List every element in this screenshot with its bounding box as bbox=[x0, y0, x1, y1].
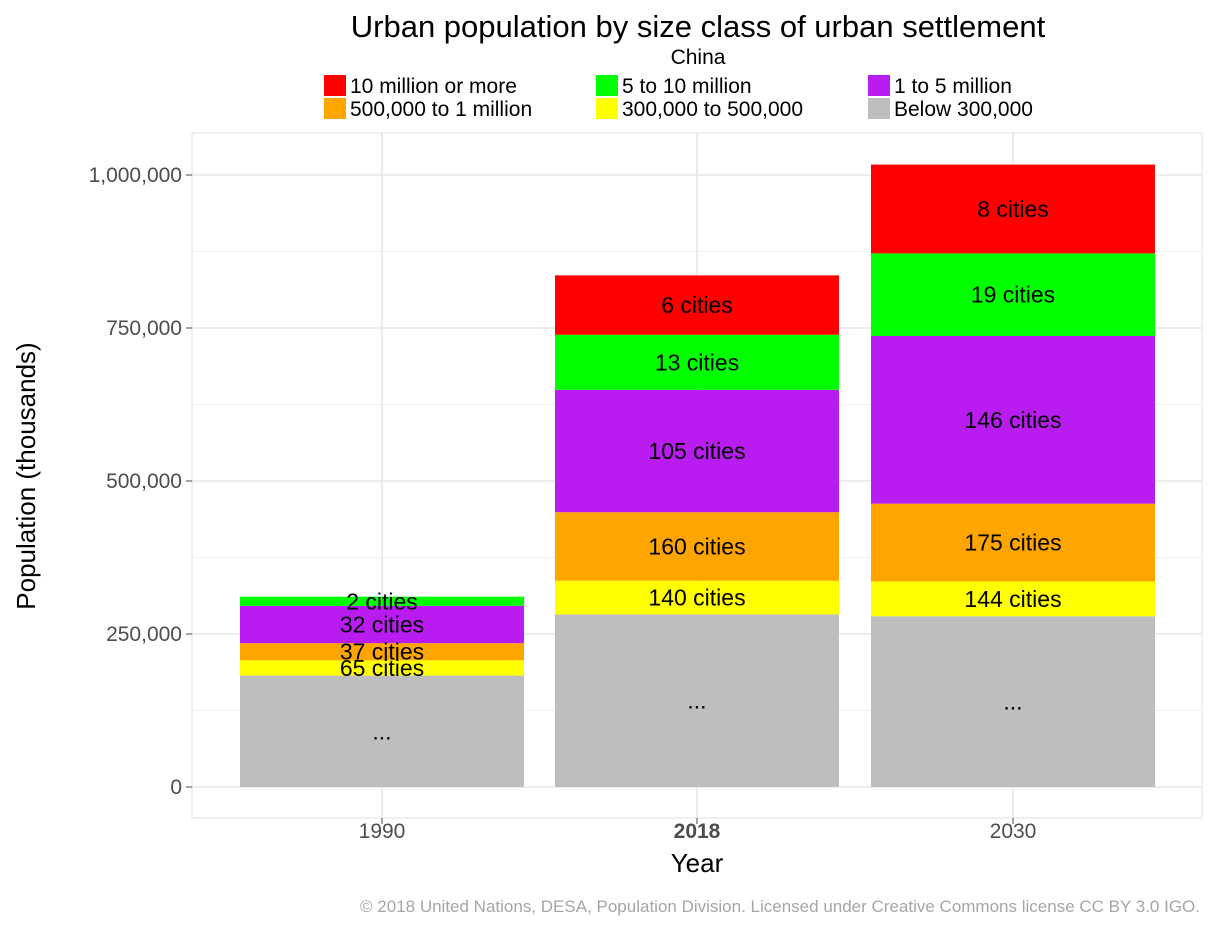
segment-label-1990-300-000-to-500-000: 65 cities bbox=[340, 655, 424, 681]
bar-segment-2018-500-000-to-1-million bbox=[555, 512, 839, 581]
bar-segment-2030-1-to-5-million bbox=[871, 335, 1155, 504]
bar-segment-2018-10-million-or-more bbox=[555, 275, 839, 335]
bar-segment-2030-10-million-or-more bbox=[871, 164, 1155, 254]
bar-segment-1990-500-000-to-1-million bbox=[240, 643, 524, 661]
x-axis: 1990 2018 2030 bbox=[359, 818, 1037, 843]
segment-label-2018-300-000-to-500-000: 140 cities bbox=[648, 585, 745, 611]
segment-label-2030-1-to-5-million: 146 cities bbox=[964, 407, 1061, 433]
legend-item-below-300-000: Below 300,000 bbox=[868, 98, 1033, 121]
y-axis: 0 250,000 500,000 750,000 1,000,000 bbox=[89, 164, 192, 799]
segment-label-2030-500-000-to-1-million: 175 cities bbox=[964, 530, 1061, 556]
y-tick-label: 500,000 bbox=[106, 470, 182, 493]
bar-segment-2018-5-to-10-million bbox=[555, 334, 839, 390]
legend-label: 500,000 to 1 million bbox=[350, 98, 532, 121]
legend-swatch bbox=[596, 75, 618, 96]
bar-segment-2030-5-to-10-million bbox=[871, 253, 1155, 336]
bar-segment-1990-1-to-5-million bbox=[240, 605, 524, 644]
legend: 10 million or more 5 to 10 million 1 to 5 … bbox=[324, 75, 1033, 121]
bar-segment-2030-300-000-to-500-000 bbox=[871, 581, 1155, 617]
y-tick-label: 250,000 bbox=[106, 623, 182, 646]
segment-label-2018-10-million-or-more: 6 cities bbox=[661, 292, 733, 318]
bar-segment-1990-below-300-000 bbox=[240, 675, 524, 787]
x-axis-title: Year bbox=[671, 848, 724, 878]
y-tick-label: 1,000,000 bbox=[89, 164, 182, 187]
segment-label-1990-500-000-to-1-million: 37 cities bbox=[340, 639, 424, 665]
segment-label-1990-below-300-000: ... bbox=[372, 718, 391, 744]
legend-swatch bbox=[324, 75, 346, 96]
segment-label-1990-5-to-10-million: 2 cities bbox=[346, 588, 418, 614]
segment-label-2030-300-000-to-500-000: 144 cities bbox=[964, 586, 1061, 612]
legend-label: 5 to 10 million bbox=[622, 75, 752, 98]
chart-title: Urban population by size class of urban … bbox=[351, 9, 1046, 44]
legend-swatch bbox=[596, 98, 618, 119]
bar-segment-2018-300-000-to-500-000 bbox=[555, 580, 839, 615]
x-tick-label-1990: 1990 bbox=[359, 820, 406, 843]
segment-label-2018-5-to-10-million: 13 cities bbox=[655, 349, 739, 375]
legend-label: Below 300,000 bbox=[894, 98, 1033, 121]
legend-item-500-000-to-1-million: 500,000 to 1 million bbox=[324, 98, 532, 121]
x-tick-label-2018: 2018 bbox=[674, 820, 721, 843]
legend-item-10-million-or-more: 10 million or more bbox=[324, 75, 517, 98]
legend-swatch bbox=[868, 75, 890, 96]
chart-subtitle: China bbox=[671, 46, 726, 69]
segment-label-2030-below-300-000: ... bbox=[1003, 689, 1022, 715]
legend-item-1-to-5-million: 1 to 5 million bbox=[868, 75, 1012, 98]
segment-label-2018-1-to-5-million: 105 cities bbox=[648, 438, 745, 464]
y-tick-label: 750,000 bbox=[106, 317, 182, 340]
bar-segment-2018-1-to-5-million bbox=[555, 389, 839, 513]
bars bbox=[240, 164, 1155, 787]
legend-item-5-to-10-million: 5 to 10 million bbox=[596, 75, 752, 98]
segment-label-2018-500-000-to-1-million: 160 cities bbox=[648, 533, 745, 559]
segment-label-2018-below-300-000: ... bbox=[687, 688, 706, 714]
legend-item-300-000-to-500-000: 300,000 to 500,000 bbox=[596, 98, 803, 121]
legend-label: 10 million or more bbox=[350, 75, 517, 98]
bar-segment-2018-below-300-000 bbox=[555, 614, 839, 787]
bar-segment-2030-500-000-to-1-million bbox=[871, 503, 1155, 582]
y-tick-label: 0 bbox=[170, 776, 182, 799]
x-tick-label-2030: 2030 bbox=[990, 820, 1037, 843]
y-axis-title: Population (thousands) bbox=[11, 342, 41, 609]
bar-segment-1990-5-to-10-million bbox=[240, 596, 524, 606]
legend-label: 1 to 5 million bbox=[894, 75, 1012, 98]
legend-swatch bbox=[868, 98, 890, 119]
legend-label: 300,000 to 500,000 bbox=[622, 98, 803, 121]
segment-label-2030-10-million-or-more: 8 cities bbox=[977, 196, 1049, 222]
segment-label-2030-5-to-10-million: 19 cities bbox=[971, 282, 1055, 308]
copyright-footer: © 2018 United Nations, DESA, Population … bbox=[360, 897, 1200, 916]
bar-segment-2030-below-300-000 bbox=[871, 616, 1155, 787]
bar-segment-1990-300-000-to-500-000 bbox=[240, 660, 524, 676]
segment-label-1990-1-to-5-million: 32 cities bbox=[340, 612, 424, 638]
legend-swatch bbox=[324, 98, 346, 119]
